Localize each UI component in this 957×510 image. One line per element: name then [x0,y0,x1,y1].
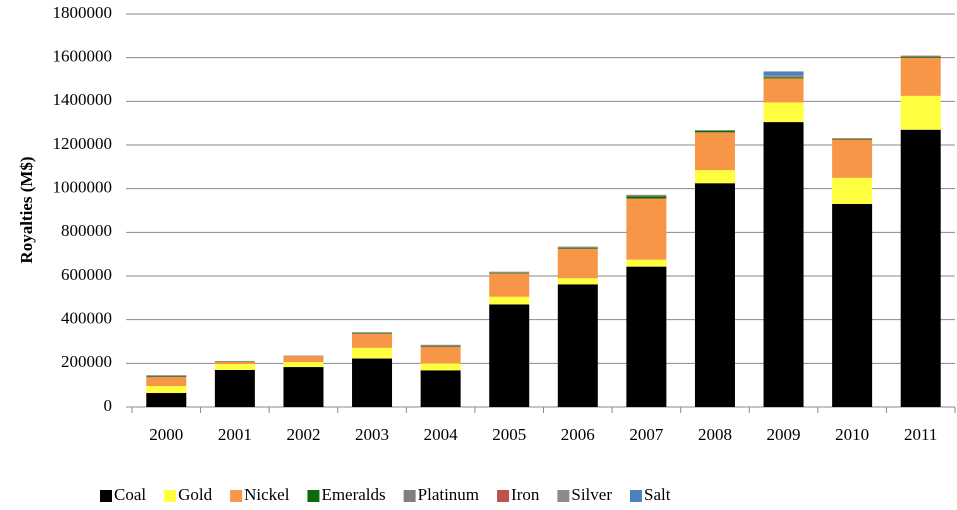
x-tick-label: 2011 [904,425,937,444]
legend-swatch [557,490,570,502]
bar-segment [900,57,941,96]
bar-segment [352,358,393,407]
bar-segment [146,393,187,407]
legend-label: Nickel [244,485,290,504]
bar-segment [146,376,187,378]
bar-segment [763,76,804,78]
y-tick-label: 1000000 [53,178,113,197]
bar-segment [832,138,873,140]
bar-segment [557,246,598,248]
y-tick-label: 1600000 [53,47,113,66]
bar-segment [489,272,530,273]
bar-segment [694,130,735,133]
bar-segment [763,78,804,103]
x-tick-label: 2003 [355,425,389,444]
x-tick-label: 2002 [286,425,320,444]
bar-segment [900,55,941,58]
bar-segment [352,333,393,348]
legend-label: Coal [114,485,146,504]
y-tick-label: 1800000 [53,3,113,22]
bar-segment [626,195,667,197]
x-tick-label: 2006 [561,425,595,444]
bar-segment [694,170,735,184]
bar-segment [763,122,804,407]
x-tick-label: 2009 [767,425,801,444]
legend-label: Gold [178,485,213,504]
legend-swatch [629,490,642,502]
x-tick-label: 2008 [698,425,732,444]
y-tick-label: 1200000 [53,134,113,153]
bar-segment [626,259,667,267]
bar-segment [420,345,461,347]
y-axis-label: Royalties (M$) [17,156,36,263]
legend-label: Emeralds [321,485,385,504]
x-tick-label: 2004 [424,425,459,444]
bar-segment [420,363,461,371]
legend-swatch [164,490,177,502]
legend-swatch [307,490,320,502]
x-tick-label: 2007 [629,425,664,444]
bar-segment [557,284,598,407]
legend-label: Salt [644,485,671,504]
bar-segment [626,198,667,260]
bar-segment [557,247,598,249]
bar-segment [832,203,873,407]
y-tick-label: 400000 [61,309,112,328]
bar-segment [146,386,187,394]
bar-segment [420,370,461,407]
bar-segment [283,362,324,368]
bar-segment [763,77,804,79]
legend-swatch [100,490,112,502]
bar-segment [420,346,461,347]
bar-segment [557,278,598,285]
bar-segment [832,139,873,178]
x-tick-label: 2005 [492,425,526,444]
bar-segment [900,57,941,58]
bar-segment [283,367,324,407]
bar-segment [694,183,735,407]
legend-label: Platinum [418,485,479,504]
bar-segment [626,196,667,199]
bar-segment [146,377,187,387]
legend-swatch [497,490,510,502]
y-tick-label: 600000 [61,265,112,284]
bar-segment [352,333,393,334]
bar-segment [489,273,530,297]
legend-swatch [230,490,243,502]
y-tick-label: 800000 [61,221,112,240]
bar-segment [557,248,598,279]
bar-segment [214,363,255,370]
bar-segment [214,369,255,407]
bar-segment [763,71,804,76]
bar-segment [489,304,530,407]
bar-segment [489,272,530,274]
bar-segment [352,347,393,359]
legend-label: Iron [511,485,540,504]
y-tick-label: 200000 [61,352,112,371]
x-tick-label: 2001 [218,425,252,444]
bar-segment [900,129,941,407]
y-tick-label: 1400000 [53,90,113,109]
bar-segment [832,177,873,204]
legend-label: Silver [571,485,612,504]
bar-segment [763,102,804,123]
y-tick-label: 0 [104,396,113,415]
bar-segment [420,346,461,364]
bar-segment [694,132,735,171]
bar-segment [214,362,255,364]
bar-segment [283,356,324,363]
bar-segment [900,95,941,130]
bar-segment [352,332,393,334]
bar-segment [626,266,667,407]
legend-swatch [403,490,416,502]
bar-segment [489,296,530,305]
bar-segment [146,375,187,377]
x-tick-label: 2010 [835,425,869,444]
x-tick-label: 2000 [149,425,183,444]
